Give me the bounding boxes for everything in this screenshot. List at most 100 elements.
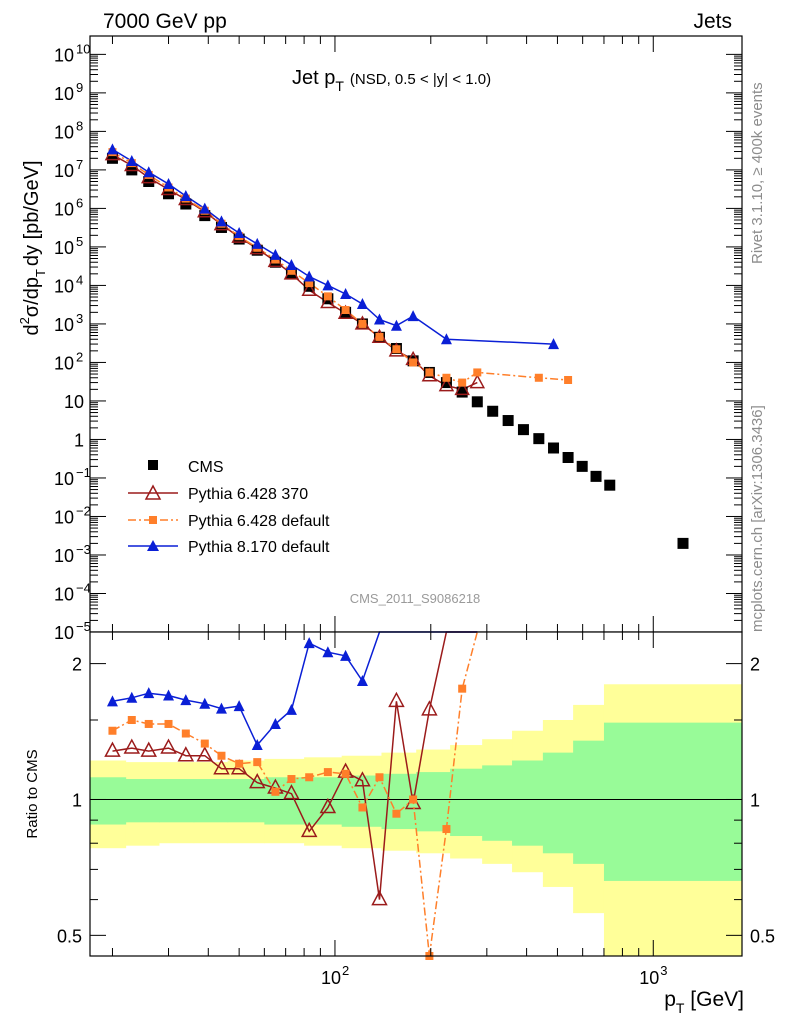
pythia6-default-point — [375, 332, 384, 341]
ratio-pythia6-default-point — [108, 726, 117, 735]
y-tick-label-exp: 3 — [76, 311, 83, 326]
ylabel-p4: dy [pb/GeV] — [21, 160, 43, 266]
pythia6-default-point — [305, 279, 314, 288]
y-tick-label-exp: −3 — [76, 542, 91, 557]
cms-point — [106, 152, 118, 164]
ratio-pythia6-370-point — [319, 797, 337, 814]
ratio-pythia8-point — [106, 695, 118, 707]
legend-label-pythia8: Pythia 8.170 default — [188, 539, 330, 556]
pythia8-point — [199, 202, 211, 214]
y-tick-label-exp: 4 — [76, 272, 83, 287]
cms-point — [471, 396, 483, 408]
xlabel-p1: T — [676, 1000, 685, 1016]
y-tick-label: 10 — [54, 45, 74, 65]
pythia8-point — [163, 178, 175, 190]
pythia6-370-point — [301, 281, 317, 296]
legend-entry-cms: CMS — [148, 459, 224, 476]
pythia8-point — [340, 287, 352, 299]
x-tick-label: 10 — [321, 968, 341, 988]
ratio-pythia6-default-point — [200, 739, 209, 748]
stat-uncertainty-band — [416, 772, 451, 832]
y-tick-label-exp: −4 — [76, 580, 91, 595]
ylabel-p3: T — [33, 269, 48, 277]
main-panel-frame — [89, 35, 743, 633]
ratio-pythia6-default-point — [392, 809, 401, 818]
watermark: CMS_2011_S9086218 — [350, 591, 481, 606]
cms-point — [590, 470, 602, 482]
cms-point — [604, 479, 616, 491]
ratio-pythia8-point — [285, 703, 297, 715]
ratio-pythia8-point — [303, 637, 315, 649]
ratio-pythia8-point — [126, 691, 138, 703]
stat-uncertainty-band — [227, 779, 265, 823]
legend-label-pythia6-default: Pythia 6.428 default — [188, 513, 330, 530]
x-tick-label-exp: 2 — [342, 963, 349, 978]
ylabel-p1: 2 — [17, 317, 32, 324]
ratio-pythia8-point — [233, 700, 245, 712]
y-tick-label: 10 — [54, 584, 74, 604]
main-y-axis-label: d2σ/dpTdy [pb/GeV] — [17, 160, 48, 335]
legend-marker-pythia6-default — [149, 516, 157, 524]
pythia6-default-point — [442, 373, 451, 382]
ratio-pythia8-point — [356, 675, 368, 687]
ylabel-p0: d — [21, 324, 43, 335]
ratio-line-0 — [112, 631, 478, 900]
legend-entry-pythia8: Pythia 8.170 default — [128, 539, 330, 556]
pythia6-default-point — [358, 319, 367, 328]
pythia8-point — [440, 333, 452, 345]
stat-uncertainty-band — [341, 775, 382, 827]
mcplots-label: mcplots.cern.ch [arXiv:1306.3436] — [749, 405, 766, 632]
ratio-y-tick-label-right: 0.5 — [750, 926, 775, 946]
ratio-y-tick-label-right: 2 — [750, 655, 760, 675]
ratio-pythia6-default-point — [458, 684, 467, 693]
pythia6-default-point — [409, 358, 418, 367]
ratio-y-tick-label: 2 — [72, 655, 82, 675]
pythia6-default-point — [534, 373, 543, 382]
ratio-pythia6-default-point — [358, 803, 367, 812]
y-tick-label: 10 — [54, 199, 74, 219]
ratio-pythia6-370-point — [213, 759, 230, 775]
ratio-pythia6-default-point — [217, 751, 226, 760]
ratio-pythia6-370-point — [300, 821, 318, 838]
rivet-version-label: Rivet 3.1.10, ≥ 400k events — [749, 82, 766, 264]
ylabel-p2: σ/dp — [21, 277, 43, 317]
ratio-pythia6-370-point — [248, 773, 266, 789]
header-left-label: 7000 GeV pp — [103, 10, 227, 33]
pythia6-default-point — [564, 375, 573, 384]
y-tick-label-exp: 9 — [76, 80, 83, 95]
chart-title-sub: T — [335, 78, 344, 94]
ratio-pythia6-default-point — [409, 795, 418, 804]
ratio-y-tick-label: 1 — [72, 790, 82, 810]
legend-label-cms: CMS — [188, 459, 224, 476]
chart-title: Jet pT (NSD, 0.5 < |y| < 1.0) — [292, 67, 491, 94]
ratio-pythia6-default-point — [305, 773, 314, 782]
y-tick-label: 10 — [54, 122, 74, 142]
pythia8-point — [143, 166, 155, 178]
ratio-pythia8-point — [269, 717, 281, 729]
ratio-pythia6-default-point — [181, 729, 190, 738]
stat-uncertainty-band — [125, 779, 160, 823]
stat-uncertainty-band — [193, 779, 229, 823]
y-tick-label: 10 — [54, 623, 74, 643]
pythia6-370-point — [438, 377, 455, 392]
cms-point — [533, 433, 545, 445]
pythia8-point — [106, 143, 118, 155]
y-tick-label: 10 — [54, 238, 74, 258]
ratio-pythia6-370-point — [140, 741, 157, 757]
cms-point — [143, 175, 155, 187]
y-tick-label-exp: 5 — [76, 234, 83, 249]
pythia8-point — [548, 338, 560, 350]
stat-uncertainty-band — [304, 777, 343, 825]
pythia6-370-point — [469, 374, 486, 389]
y-tick-label: 1 — [74, 430, 84, 450]
y-tick-label-exp: 10 — [76, 41, 90, 56]
legend-marker-cms — [148, 460, 158, 470]
ratio-pythia6-default-point — [442, 825, 451, 834]
y-tick-label: 10 — [54, 315, 74, 335]
ratio-pythia6-370-point — [123, 738, 141, 754]
ratio-pythia6-370-point — [421, 700, 438, 716]
ratio-pythia6-default-point — [127, 716, 136, 725]
pythia8-point — [322, 279, 334, 291]
y-tick-label: 10 — [54, 546, 74, 566]
stat-uncertainty-band — [90, 777, 127, 825]
